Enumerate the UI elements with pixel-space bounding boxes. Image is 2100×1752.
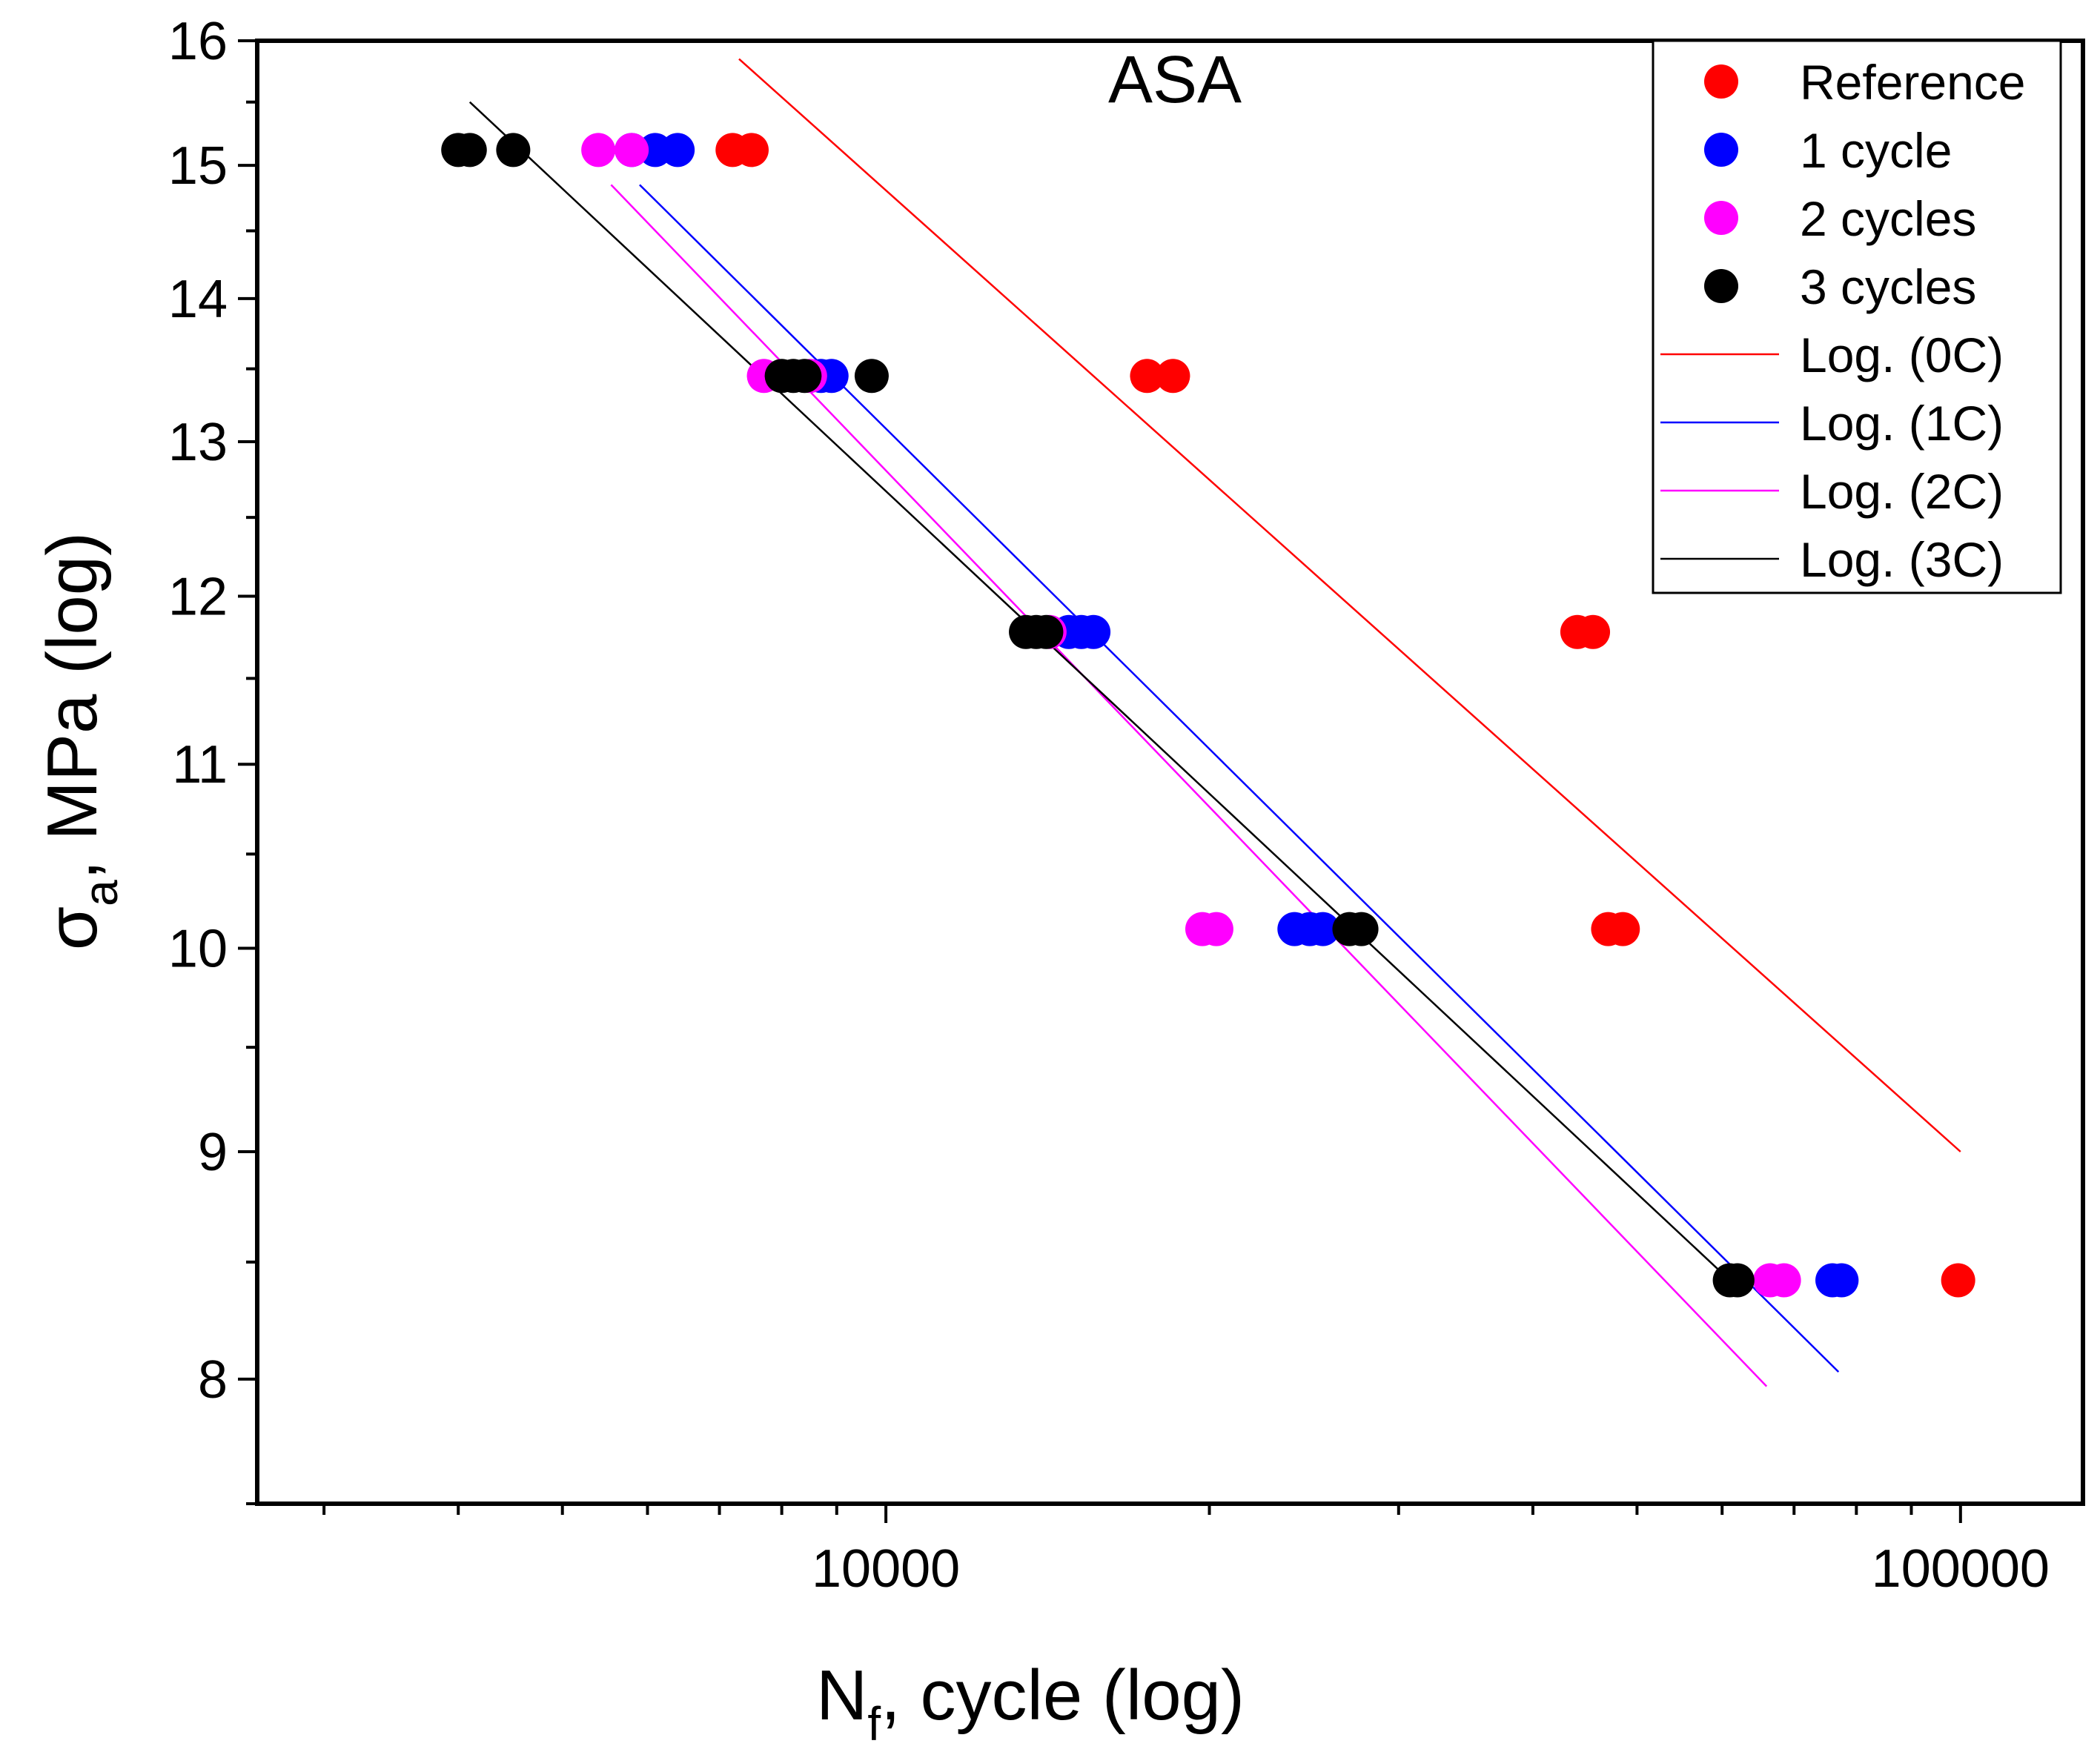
data-point-3-cycles [1720, 1263, 1755, 1298]
data-point-1-cycle [1305, 912, 1340, 946]
x-tick-label: 100000 [1872, 1539, 2050, 1599]
y-axis-label-suffix: , MPa (log) [33, 532, 112, 880]
data-point-2-cycles [1199, 912, 1233, 946]
data-point-reference [734, 133, 769, 167]
y-tick-label: 13 [168, 413, 228, 472]
legend-label-1-cycle: 1 cycle [1800, 123, 1952, 178]
legend-label-log-0c: Log. (0C) [1800, 328, 2004, 382]
data-point-2-cycles [581, 133, 616, 167]
data-point-1-cycle [1076, 614, 1111, 649]
data-point-2-cycles [1766, 1263, 1801, 1298]
data-point-reference [1606, 912, 1640, 946]
trendline-log-3c [468, 101, 1731, 1281]
x-axis-label-main: N [816, 1656, 867, 1735]
x-tick-label: 10000 [812, 1539, 960, 1599]
legend-marker-2-cycles [1704, 201, 1738, 235]
x-axis-label-subscript: f [867, 1697, 881, 1751]
legend-label-log-3c: Log. (3C) [1800, 532, 2004, 587]
legend: Reference 1 cycle 2 cycles 3 cycles Log. (0C… [1652, 39, 2062, 594]
data-point-2-cycles [615, 133, 649, 167]
legend-label-log-2c: Log. (2C) [1800, 464, 2004, 519]
legend-label-log-1c: Log. (1C) [1800, 396, 2004, 451]
data-point-3-cycles [854, 359, 889, 394]
y-axis-label: σa, MPa (log) [33, 532, 127, 950]
legend-label-3-cycles: 3 cycles [1800, 259, 1976, 314]
plot-points [441, 133, 1975, 1298]
trendline-log-0c [738, 58, 1961, 1152]
y-tick-label: 9 [198, 1123, 228, 1182]
y-tick-label: 12 [168, 567, 228, 626]
legend-marker-1-cycle [1704, 133, 1738, 167]
plot-frame [255, 39, 2085, 1506]
y-axis-label-subscript: a [74, 880, 127, 906]
legend-marker-3-cycles [1704, 269, 1738, 303]
x-axis-label-suffix: , cycle (log) [881, 1656, 1245, 1735]
data-point-reference [1130, 359, 1165, 394]
y-tick-label: 16 [168, 12, 228, 71]
data-point-3-cycles [787, 359, 822, 394]
y-tick-label: 10 [168, 920, 228, 979]
data-point-3-cycles [496, 133, 531, 167]
x-axis-ticks: 10000 100000 [322, 1504, 2050, 1599]
chart-title: ASA [1108, 43, 1242, 117]
y-axis-label-main: σ [33, 906, 112, 950]
data-point-1-cycle [1824, 1263, 1859, 1298]
y-axis-ticks: 8 9 10 11 12 13 14 15 16 [168, 12, 257, 1505]
data-point-reference [1156, 359, 1190, 394]
legend-label-2-cycles: 2 cycles [1800, 191, 1976, 246]
data-point-reference [1576, 614, 1611, 649]
data-point-3-cycles [1029, 614, 1064, 649]
x-axis-label: Nf, cycle (log) [816, 1656, 1245, 1751]
legend-label-reference: Reference [1800, 55, 2026, 110]
y-tick-label: 8 [198, 1350, 228, 1410]
data-point-3-cycles [452, 133, 487, 167]
y-tick-label: 11 [172, 735, 228, 794]
legend-marker-reference [1704, 64, 1738, 99]
y-tick-label: 14 [168, 270, 228, 329]
data-point-1-cycle [660, 133, 695, 167]
y-tick-label: 15 [168, 136, 228, 196]
data-point-3-cycles [1344, 912, 1379, 946]
data-point-reference [1941, 1263, 1975, 1298]
